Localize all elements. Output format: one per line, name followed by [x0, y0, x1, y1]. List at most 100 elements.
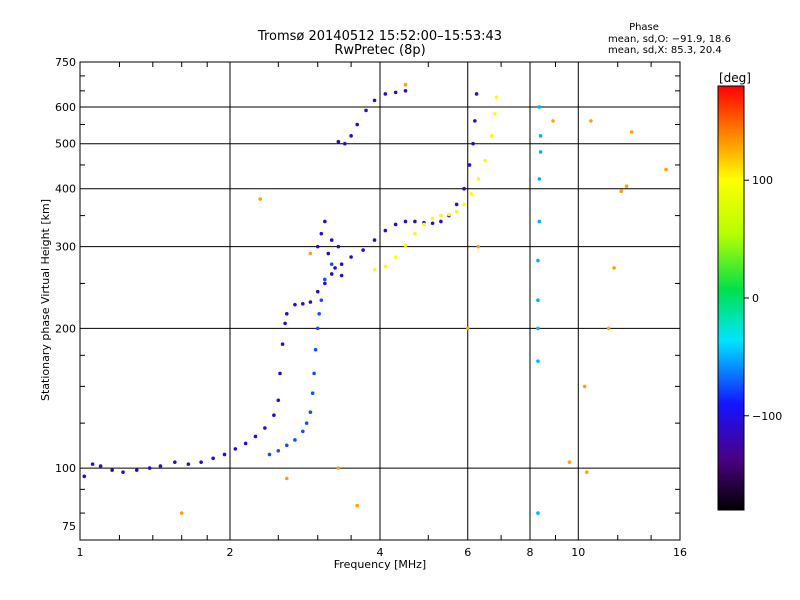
echo-point: [582, 384, 587, 389]
echo-point: [567, 460, 572, 464]
echo-point: [283, 321, 287, 326]
echo-point: [263, 426, 267, 430]
echo-point: [393, 255, 398, 259]
echo-point: [629, 130, 634, 134]
echo-point: [606, 326, 611, 331]
echo-point: [222, 452, 227, 457]
y-tick-label: 750: [55, 56, 76, 69]
echo-point: [355, 122, 359, 127]
echo-point: [430, 216, 435, 221]
echo-point: [336, 466, 341, 470]
axes: 1 2 4 6 8 10 16 75 100 200 300 400 500 600 750: [55, 56, 687, 559]
echo-point: [372, 98, 377, 103]
echo-point: [536, 511, 540, 515]
echo-point: [90, 462, 95, 466]
echo-point: [333, 266, 337, 270]
echo-point: [536, 298, 540, 303]
y-tick-label: 400: [55, 183, 76, 196]
x-tick-label: 6: [464, 546, 471, 559]
echo-point: [284, 476, 289, 481]
echo-point: [403, 82, 408, 87]
echo-point: [293, 438, 297, 442]
echo-point: [243, 441, 248, 446]
echo-point: [280, 342, 285, 346]
echo-point: [538, 150, 543, 154]
echo-point: [469, 192, 474, 196]
y-tick-label: 300: [55, 241, 76, 254]
echo-point: [313, 347, 318, 352]
x-tick-label: 4: [377, 546, 384, 559]
echo-point: [393, 90, 398, 95]
echo-point: [537, 219, 542, 224]
echo-point: [664, 167, 668, 172]
echo-point: [619, 189, 624, 194]
echo-point: [403, 219, 408, 224]
echo-point: [315, 289, 320, 294]
echo-point: [624, 184, 629, 188]
echo-point: [422, 222, 426, 227]
echo-point: [233, 447, 238, 451]
echo-point: [467, 163, 472, 167]
echo-point: [343, 141, 347, 146]
echo-point: [537, 105, 542, 109]
echo-point: [383, 264, 388, 269]
colorbar: [718, 86, 744, 510]
echo-point: [462, 202, 466, 207]
echo-point: [98, 464, 103, 468]
grid: [80, 62, 680, 540]
echo-point: [336, 139, 341, 144]
colorbar-tick-label: 0: [752, 292, 759, 305]
echo-point: [383, 92, 388, 96]
echo-point: [329, 272, 334, 276]
echo-point: [494, 95, 499, 99]
echo-point: [483, 158, 487, 163]
echo-point: [158, 464, 163, 468]
echo-point: [319, 231, 324, 236]
echo-point: [329, 238, 334, 242]
echo-point: [336, 244, 341, 249]
echo-point: [471, 141, 475, 146]
colorbar-tick-label: −100: [752, 410, 782, 423]
echo-point: [276, 448, 281, 453]
echo-point: [284, 312, 289, 316]
echo-point: [258, 197, 263, 201]
echo-point: [372, 238, 377, 242]
echo-point: [308, 300, 313, 304]
echo-point: [179, 511, 184, 515]
echo-point: [413, 231, 417, 236]
y-axis-label: Stationary phase Virtual Height [km]: [39, 199, 52, 401]
echo-point: [186, 462, 191, 466]
echo-point: [474, 92, 479, 96]
echo-point: [372, 267, 377, 272]
echo-point: [301, 301, 305, 306]
echo-point: [447, 212, 451, 217]
echo-point: [339, 262, 344, 267]
echo-point: [439, 213, 443, 218]
echo-point: [317, 312, 321, 316]
echo-point: [589, 119, 593, 123]
echo-point: [413, 219, 417, 224]
echo-point: [403, 89, 408, 93]
echo-point: [272, 413, 276, 418]
phase-stats-x: mean, sd,X: 85.3, 20.4: [608, 45, 722, 56]
echo-point: [323, 281, 327, 286]
echo-point: [454, 202, 459, 207]
echo-point: [403, 243, 408, 248]
echo-point: [293, 302, 297, 307]
chart-subtitle: RwPretec (8p): [334, 43, 425, 58]
echo-point: [173, 460, 177, 464]
y-tick-label: 600: [55, 101, 76, 114]
echo-point: [339, 273, 344, 278]
phase-stats-o: mean, sd,O: −91.9, 18.6: [608, 34, 731, 45]
echo-point: [211, 456, 215, 461]
echo-point: [349, 134, 353, 138]
echo-point: [393, 222, 398, 227]
x-tick-label: 10: [571, 546, 585, 559]
echo-point: [284, 443, 289, 448]
x-tick-label: 2: [227, 546, 234, 559]
echo-point: [551, 119, 555, 123]
echo-point: [536, 326, 540, 331]
echo-point: [82, 474, 87, 479]
echo-point: [319, 298, 324, 303]
colorbar-ticks: 100 0 −100: [744, 174, 782, 423]
